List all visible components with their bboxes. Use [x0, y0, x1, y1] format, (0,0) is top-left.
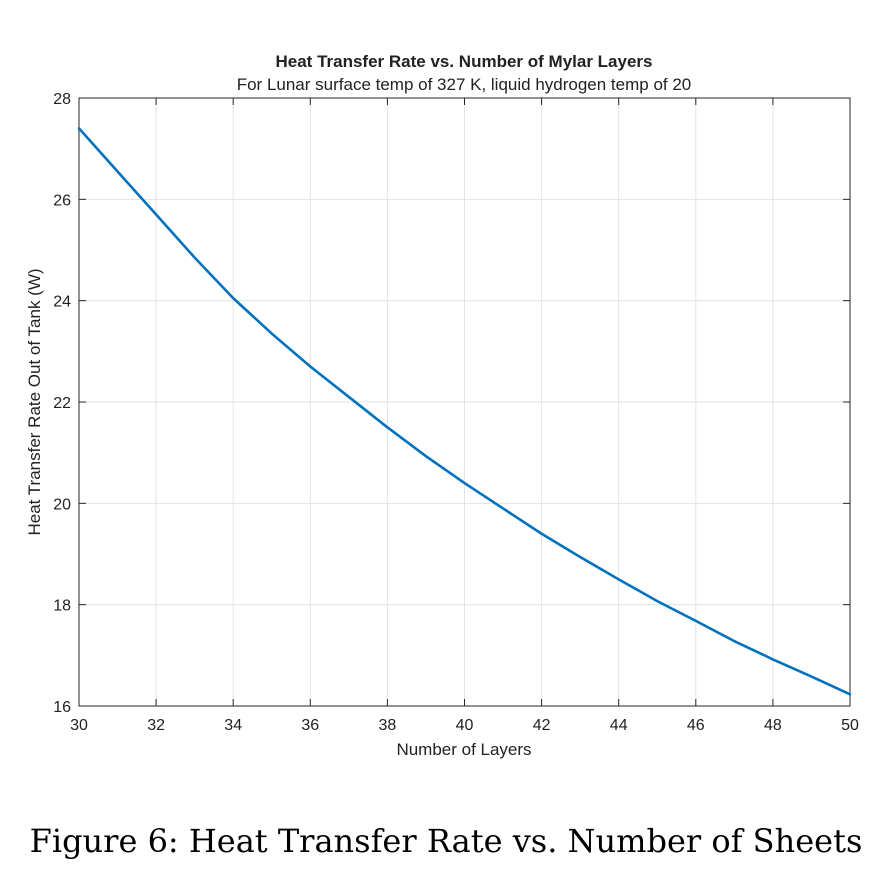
x-tick-label: 38 [379, 717, 397, 734]
x-axis-label: Number of Layers [396, 740, 531, 759]
x-tick-label: 32 [147, 717, 165, 734]
x-tick-label: 30 [70, 717, 88, 734]
chart-title: Heat Transfer Rate vs. Number of Mylar L… [276, 52, 653, 71]
x-tick-label: 48 [764, 717, 782, 734]
x-tick-label: 42 [533, 717, 551, 734]
y-tick-label: 26 [53, 192, 71, 209]
y-axis-label: Heat Transfer Rate Out of Tank (W) [25, 268, 44, 535]
chart: Heat Transfer Rate vs. Number of Mylar L… [25, 52, 859, 759]
y-tick-label: 16 [53, 699, 71, 716]
grid-lines [78, 97, 851, 707]
y-tick-label: 22 [53, 395, 71, 412]
figure-caption: Figure 6: Heat Transfer Rate vs. Number … [29, 822, 863, 860]
y-tick-label: 28 [53, 91, 71, 108]
y-tick-label: 24 [53, 294, 71, 311]
series-group [77, 127, 852, 696]
x-tick-label: 34 [224, 717, 242, 734]
axis-ticks [78, 97, 851, 707]
x-tick-label: 40 [456, 717, 474, 734]
x-tick-label: 46 [687, 717, 705, 734]
series-line [77, 127, 852, 696]
y-tick-labels: 16 18 20 22 24 26 28 [53, 91, 71, 716]
x-tick-label: 36 [301, 717, 319, 734]
chart-subtitle: For Lunar surface temp of 327 K, liquid … [237, 75, 692, 94]
x-tick-label: 44 [610, 717, 628, 734]
x-tick-label: 50 [841, 717, 859, 734]
y-tick-label: 20 [53, 496, 71, 513]
x-tick-labels: 30 32 34 36 38 40 42 44 46 48 50 [70, 717, 859, 734]
y-tick-label: 18 [53, 598, 71, 615]
